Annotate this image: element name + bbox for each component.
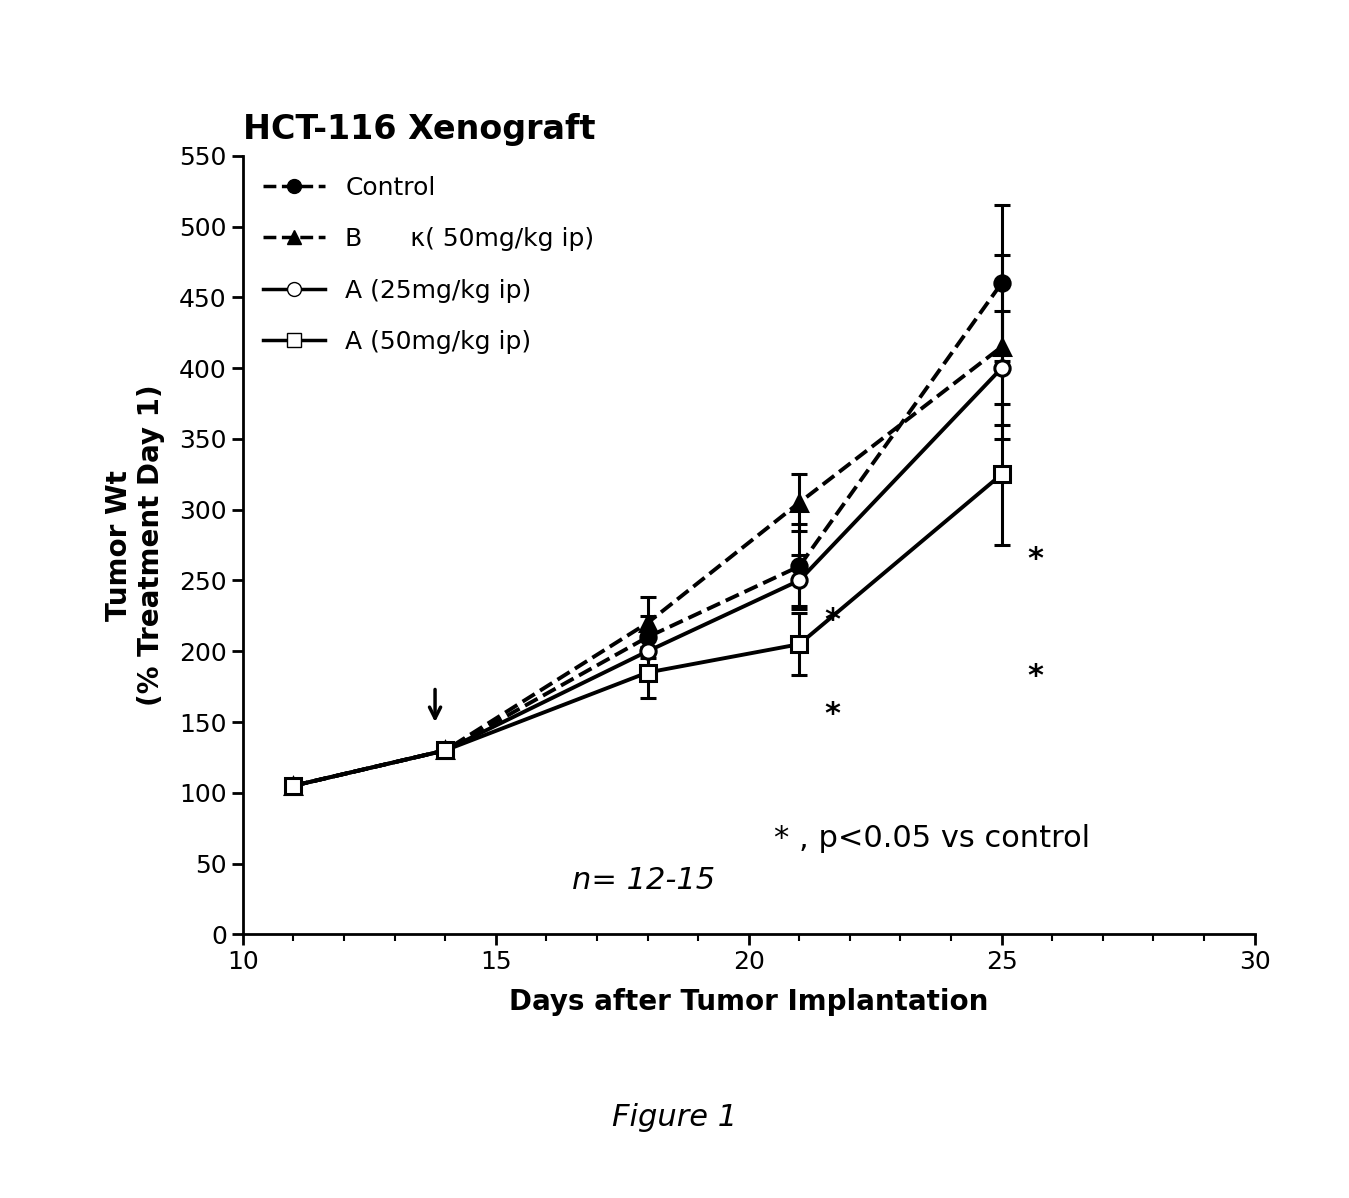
Text: Figure 1: Figure 1 [612, 1103, 737, 1132]
Text: *: * [1027, 662, 1043, 691]
Text: n= 12-15: n= 12-15 [572, 866, 715, 895]
Legend: Control, B      κ( 50mg/kg ip), A (25mg/kg ip), A (50mg/kg ip): Control, B κ( 50mg/kg ip), A (25mg/kg ip… [255, 168, 602, 362]
Text: HCT-116 Xenograft: HCT-116 Xenograft [243, 113, 595, 146]
Text: *: * [1027, 545, 1043, 574]
Text: *: * [824, 606, 840, 635]
Text: *: * [824, 701, 840, 730]
Y-axis label: Tumor Wt
(% Treatment Day 1): Tumor Wt (% Treatment Day 1) [105, 385, 165, 706]
X-axis label: Days after Tumor Implantation: Days after Tumor Implantation [509, 988, 989, 1016]
Text: * , p<0.05 vs control: * , p<0.05 vs control [774, 824, 1090, 853]
